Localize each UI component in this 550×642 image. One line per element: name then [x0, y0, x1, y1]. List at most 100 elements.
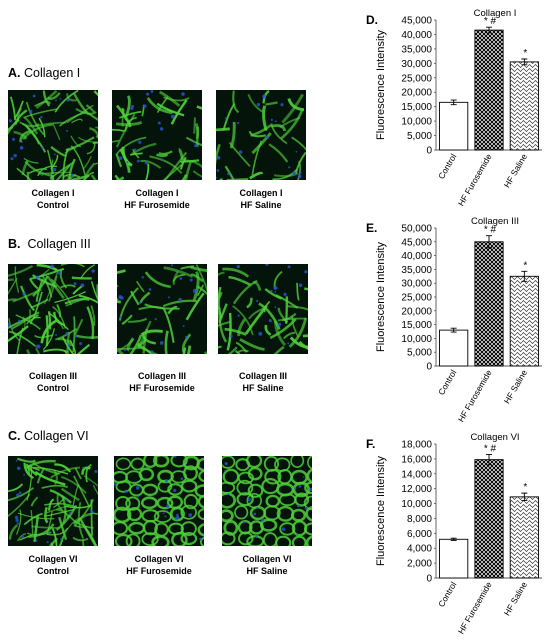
y-tick-label: 0 [426, 574, 432, 585]
significance-mark: * # [484, 225, 497, 236]
micrograph-texture [216, 90, 306, 180]
y-tick-label: 45,000 [401, 237, 432, 248]
significance-mark: * [523, 482, 527, 493]
chart-d-svg: D. Collagen I 0 5,000 10,000 15,000 20,000 25,0… [366, 8, 542, 208]
micrograph-collagen-iii-furosemide [117, 264, 207, 354]
y-tick-label: 6,000 [407, 529, 432, 540]
error-bar [486, 26, 492, 34]
y-tick-label: 40,000 [401, 30, 432, 41]
y-tick-label: 25,000 [401, 73, 432, 84]
micrograph-collagen-i-control [8, 90, 98, 180]
caption-c-control: Collagen VI Control [28, 554, 78, 576]
category-label: HF Furosemide [456, 368, 494, 424]
caption-c-furosemide: Collagen VI HF Furosemide [126, 554, 192, 576]
y-tick-label: 4,000 [407, 544, 432, 555]
micrograph-texture [114, 456, 204, 546]
significance-mark: * [523, 48, 527, 59]
y-tick-label: 25,000 [401, 293, 432, 304]
bar-hf-saline [509, 61, 539, 151]
y-tick-label: 2,000 [407, 559, 432, 570]
category-label: HF Furosemide [456, 152, 494, 208]
error-bar [521, 270, 528, 282]
caption-c-saline: Collagen VI HF Saline [242, 554, 292, 576]
y-tick-label: 20,000 [401, 306, 432, 317]
caption-a-furosemide: Collagen I HF Furosemide [124, 188, 190, 210]
y-tick-label: 18,000 [401, 440, 432, 451]
chart-title: Collagen III [471, 216, 519, 227]
significance-mark: * [523, 260, 527, 271]
error-bar [486, 235, 492, 249]
y-tick-label: 35,000 [401, 44, 432, 55]
micrograph-collagen-i-furosemide [112, 90, 202, 180]
y-tick-label: 10,000 [401, 334, 432, 345]
caption-a-control: Collagen I Control [31, 188, 75, 210]
y-tick-label: 20,000 [401, 88, 432, 99]
error-bar [450, 537, 457, 541]
micrograph-collagen-vi-furosemide [114, 456, 204, 546]
y-axis-label: Fluorescence Intensity [375, 29, 387, 140]
error-bar [486, 453, 492, 466]
y-tick-label: 10,000 [401, 117, 432, 128]
micrograph-texture [8, 90, 98, 180]
y-tick-label: 35,000 [401, 265, 432, 276]
category-label: Control [436, 368, 458, 397]
y-tick-label: 30,000 [401, 279, 432, 290]
caption-b-furosemide: Collagen III HF Furosemide [129, 371, 195, 393]
panel-label: D. [366, 13, 378, 27]
chart-e: E. Collagen III 0 5,000 10,000 15,000 20,000 25… [366, 212, 550, 430]
micrograph-texture [222, 456, 312, 546]
error-bar [450, 327, 457, 333]
category-label: Control [436, 152, 458, 181]
y-tick-label: 40,000 [401, 251, 432, 262]
y-axis-label: Fluorescence Intensity [375, 241, 387, 352]
category-label: HF Saline [502, 152, 529, 190]
caption-a-saline: Collagen I HF Saline [239, 188, 283, 210]
chart-f-svg: F. Collagen VI 0 2,000 4,000 6,000 8,000 10,000… [366, 432, 542, 636]
micrograph-collagen-i-saline [216, 90, 306, 180]
y-tick-label: 5,000 [407, 131, 432, 142]
y-tick-label: 14,000 [401, 469, 432, 480]
bar-hf-furosemide [474, 29, 504, 151]
bar-hf-saline [509, 275, 539, 367]
y-tick-label: 8,000 [407, 514, 432, 525]
caption-b-control: Collagen III Control [28, 371, 77, 393]
bar-control [439, 329, 469, 367]
micrograph-texture [218, 264, 308, 354]
y-tick-label: 50,000 [401, 224, 432, 235]
y-axis-label: Fluorescence Intensity [375, 455, 387, 566]
error-bar [521, 58, 528, 66]
caption-b-saline: Collagen III HF Saline [238, 371, 287, 393]
bar-control [439, 538, 469, 579]
panel-title-a: A. Collagen I [8, 66, 81, 80]
micrograph-collagen-iii-control [8, 264, 98, 354]
panel-label: E. [366, 221, 377, 235]
y-tick-label: 12,000 [401, 484, 432, 495]
significance-mark: * # [484, 443, 497, 454]
micrograph-texture [117, 264, 207, 354]
category-label: Control [436, 580, 458, 609]
panel-title-c: C. Collagen VI [8, 429, 89, 443]
significance-mark: * # [484, 16, 497, 27]
y-tick-label: 0 [426, 362, 432, 373]
chart-f: F. Collagen VI 0 2,000 4,000 6,000 8,000 10,000… [366, 428, 550, 642]
chart-e-svg: E. Collagen III 0 5,000 10,000 15,000 20,000 25… [366, 216, 542, 424]
micrograph-collagen-vi-control [8, 456, 98, 546]
error-bar [521, 492, 528, 502]
micrograph-texture [8, 264, 98, 354]
micrograph-collagen-vi-saline [222, 456, 312, 546]
y-tick-label: 0 [426, 146, 432, 157]
bar-hf-furosemide [474, 459, 504, 579]
y-tick-label: 15,000 [401, 320, 432, 331]
category-label: HF Furosemide [456, 580, 494, 636]
y-tick-label: 45,000 [401, 16, 432, 27]
bar-hf-saline [509, 496, 539, 579]
category-label: HF Saline [502, 368, 529, 406]
y-tick-label: 5,000 [407, 348, 432, 359]
micrograph-texture [8, 457, 98, 546]
category-label: HF Saline [502, 580, 529, 618]
y-tick-label: 16,000 [401, 454, 432, 465]
chart-d: D. Collagen I 0 5,000 10,000 15,000 20,000 25,0… [366, 4, 550, 214]
bar-hf-furosemide [474, 241, 504, 367]
y-tick-label: 15,000 [401, 102, 432, 113]
panel-label: F. [366, 437, 375, 451]
